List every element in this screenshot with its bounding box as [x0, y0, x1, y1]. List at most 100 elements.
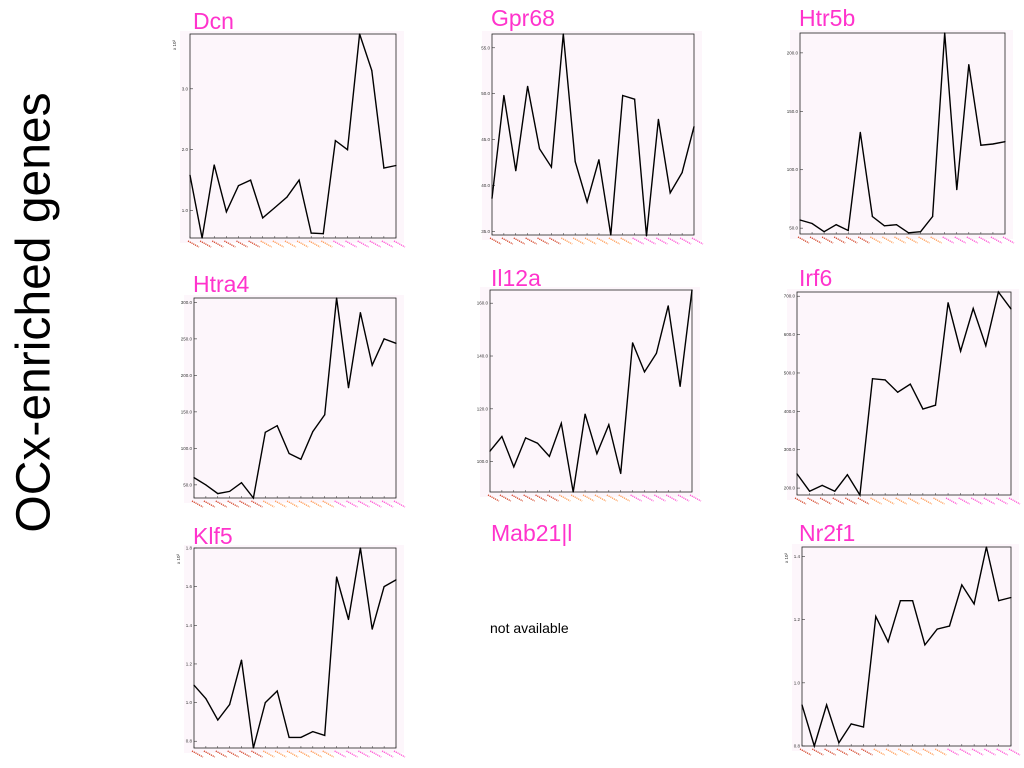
data-point: [252, 747, 255, 749]
series-line: [193, 297, 397, 500]
x-tick-label: [262, 750, 275, 758]
x-tick-label: [203, 500, 216, 508]
data-point: [980, 144, 982, 146]
data-point: [631, 342, 634, 344]
x-tick-label: [308, 240, 321, 248]
y-tick-label: 100.0: [787, 167, 799, 172]
data-point: [359, 33, 361, 35]
data-point: [252, 497, 255, 499]
data-point: [193, 684, 195, 686]
plot-frame: [491, 33, 695, 236]
x-tick-label: [582, 494, 595, 502]
x-tick-label: [644, 237, 656, 245]
x-tick-label: [489, 237, 502, 245]
data-point: [801, 704, 803, 706]
x-tick-label: [885, 748, 898, 756]
data-point: [322, 233, 324, 235]
data-point: [324, 734, 326, 737]
data-point: [217, 493, 219, 495]
data-point: [1010, 308, 1012, 310]
y-tick-label: 1.0: [186, 700, 193, 705]
data-point: [961, 584, 963, 586]
x-tick-label: [845, 236, 858, 244]
y-tick-label: 1.2: [794, 617, 801, 622]
x-tick-label: [560, 237, 573, 245]
x-tick-label: [227, 750, 239, 758]
plot-background: [180, 31, 404, 243]
gene-title-nr2f1: Nr2f1: [799, 520, 856, 546]
data-point: [334, 139, 337, 142]
data-point: [335, 576, 338, 578]
chart-irf6: 200.0 300.0 400.0 500.0 600.0 700.0: [784, 289, 1021, 505]
x-tick-label: [215, 750, 228, 758]
data-point: [249, 179, 252, 181]
y-tick-label: 300.0: [181, 300, 193, 305]
x-tick-label: [346, 750, 358, 758]
data-point: [835, 224, 837, 226]
data-point: [919, 231, 922, 233]
x-tick-label: [333, 240, 345, 248]
chart-htra4: 50.0 100.0 150.0 200.0 250.0 300.0: [181, 295, 406, 508]
page-title-vertical: OCx-enriched genes: [8, 32, 61, 592]
series-line: [489, 289, 693, 493]
x-tick-label: [596, 237, 609, 245]
data-point: [825, 704, 828, 706]
y-tick-label: 40.0: [481, 183, 490, 188]
data-point: [821, 484, 823, 487]
data-point: [871, 378, 874, 380]
y-tick-label: 1.0: [794, 680, 801, 685]
chart-gpr68: 35.0 40.0 45.0 50.0 55.0: [481, 31, 704, 245]
x-tick-label: [239, 500, 251, 508]
data-point: [300, 458, 302, 460]
gene-title-dcn: Dcn: [193, 8, 234, 34]
data-point: [968, 63, 970, 66]
data-point: [598, 159, 600, 161]
x-tick-label: [345, 240, 357, 248]
x-tick-label: [369, 750, 382, 758]
x-tick-label: [236, 240, 248, 248]
plot-frame: [799, 32, 1006, 235]
x-tick-label: [346, 500, 358, 508]
x-tick-label: [832, 497, 845, 505]
x-tick-label: [274, 750, 287, 758]
data-point: [383, 167, 385, 169]
x-tick-label: [894, 236, 906, 244]
x-tick-label: [320, 240, 333, 248]
plot-background: [790, 30, 1013, 239]
x-tick-label: [558, 494, 571, 502]
x-tick-label: [978, 236, 991, 244]
y-tick-label: 1.4: [186, 623, 193, 628]
data-point: [335, 297, 338, 299]
x-tick-label: [584, 237, 597, 245]
x-tick-label: [910, 748, 922, 756]
data-point: [610, 234, 612, 236]
data-point: [276, 425, 278, 427]
y-tick-label: 100.0: [477, 459, 489, 464]
x-tick-label: [1002, 236, 1015, 244]
data-point: [944, 32, 946, 34]
x-tick-label: [511, 494, 524, 502]
data-point: [217, 719, 219, 721]
data-point: [237, 185, 240, 187]
data-point: [347, 387, 350, 389]
x-tick-label: [547, 494, 559, 502]
x-tick-label: [381, 750, 394, 758]
y-tick-label: 500.0: [784, 370, 796, 375]
y-tick-label: 1.2: [186, 661, 193, 666]
plot-frame: [193, 297, 397, 499]
data-point: [527, 85, 529, 87]
data-point: [669, 192, 671, 194]
x-tick-label: [906, 236, 918, 244]
data-point: [871, 215, 873, 218]
y-tick-label: 150.0: [787, 109, 799, 114]
y-multiplier: x 10³: [176, 554, 181, 565]
y-tick-label: 35.0: [481, 229, 490, 234]
x-tick-label: [298, 500, 311, 508]
x-tick-label: [262, 500, 275, 508]
data-point: [395, 342, 397, 344]
x-tick-label: [845, 497, 857, 505]
data-point: [608, 424, 610, 426]
plot-background: [792, 544, 1019, 751]
x-tick-label: [656, 237, 668, 245]
plot-frame: [801, 546, 1012, 747]
